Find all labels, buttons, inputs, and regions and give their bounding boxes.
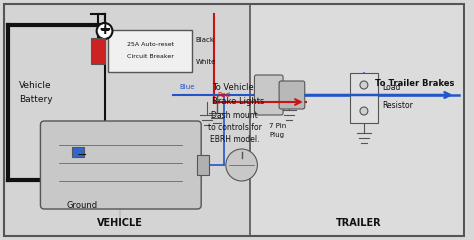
FancyBboxPatch shape xyxy=(279,81,305,109)
Bar xyxy=(350,73,378,123)
Text: to controls for: to controls for xyxy=(208,122,262,132)
Circle shape xyxy=(97,23,112,39)
Circle shape xyxy=(226,149,257,181)
Bar xyxy=(109,30,192,72)
Text: 25A Auto-reset: 25A Auto-reset xyxy=(127,42,174,48)
Text: TRAILER: TRAILER xyxy=(336,218,382,228)
Bar xyxy=(91,38,105,64)
Text: White: White xyxy=(195,59,216,65)
Text: Black: Black xyxy=(195,37,214,43)
Text: Red: Red xyxy=(217,92,230,98)
Text: Dash mount: Dash mount xyxy=(211,110,258,120)
Text: Circuit Breaker: Circuit Breaker xyxy=(127,54,174,60)
Text: EBRH model.: EBRH model. xyxy=(210,134,259,144)
FancyBboxPatch shape xyxy=(40,121,201,209)
Text: 7 Pin: 7 Pin xyxy=(268,123,286,129)
Circle shape xyxy=(360,81,368,89)
Text: −: − xyxy=(77,149,87,162)
Text: VEHICLE: VEHICLE xyxy=(97,218,143,228)
Bar xyxy=(250,4,467,236)
Text: To Trailer Brakes: To Trailer Brakes xyxy=(375,78,454,88)
Text: Vehicle: Vehicle xyxy=(19,80,52,90)
Text: +: + xyxy=(98,23,111,37)
Text: Battery: Battery xyxy=(18,96,52,104)
Text: To Vehicle: To Vehicle xyxy=(212,84,254,92)
Text: Brake Lights: Brake Lights xyxy=(212,97,264,107)
Text: Load: Load xyxy=(383,84,401,92)
FancyBboxPatch shape xyxy=(255,75,283,115)
Text: Blue: Blue xyxy=(180,84,195,90)
Bar xyxy=(72,147,84,157)
Bar xyxy=(4,4,250,236)
Text: +: + xyxy=(99,24,110,37)
Text: Plug: Plug xyxy=(270,132,284,138)
Text: Ground: Ground xyxy=(66,201,98,210)
Bar xyxy=(197,155,209,175)
Circle shape xyxy=(360,107,368,115)
Text: Resistor: Resistor xyxy=(383,101,413,109)
